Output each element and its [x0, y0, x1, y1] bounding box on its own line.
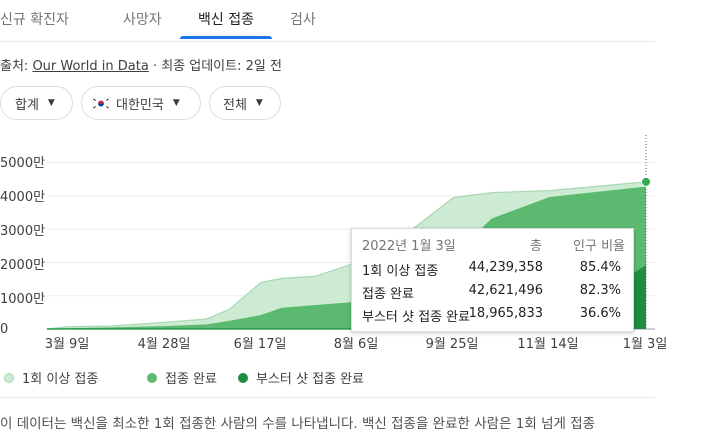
- y-tick-label: 1000만: [0, 292, 46, 307]
- tooltip-row-label: 접종 완료: [362, 287, 414, 302]
- south-korea-flag-icon: [92, 96, 110, 110]
- x-tick-label: 4월 28일: [137, 337, 191, 352]
- source-link[interactable]: Our World in Data: [32, 59, 149, 74]
- active-tab-indicator: [180, 36, 272, 39]
- tooltip-row-ratio: 82.3%: [579, 283, 621, 298]
- tooltip-row-total: 42,621,496: [468, 283, 543, 298]
- tab-bar: 신규 확진자 사망자 백신 접종 검사: [0, 0, 655, 42]
- metric-dropdown[interactable]: 합계 ▼: [0, 86, 73, 120]
- tab-vaccination[interactable]: 백신 접종: [198, 12, 254, 28]
- legend-label: 1회 이상 접종: [22, 372, 99, 387]
- area-first-dose-line: [46, 181, 647, 330]
- tooltip-col-total: 총: [530, 239, 542, 254]
- source-line: 출처: Our World in Data · 최종 업데이트: 2일 전: [0, 55, 282, 74]
- last-updated: · 최종 업데이트: 2일 전: [148, 59, 282, 74]
- tooltip-col-ratio: 인구 비율: [573, 239, 625, 254]
- tooltip-row-total: 44,239,358: [468, 260, 543, 275]
- tooltip-row-ratio: 85.4%: [579, 260, 621, 275]
- country-dropdown[interactable]: 대한민국 ▼: [81, 86, 201, 120]
- legend-item-fully-vaccinated[interactable]: 접종 완료: [147, 368, 217, 387]
- y-tick-label: 5000만: [0, 156, 46, 171]
- caret-down-icon: ▼: [172, 98, 180, 108]
- tab-testing[interactable]: 검사: [290, 12, 316, 28]
- y-tick-label: 0: [0, 322, 9, 337]
- tooltip-date: 2022년 1월 3일: [362, 239, 456, 254]
- x-tick-label: 1월 3일: [622, 337, 668, 352]
- country-dropdown-label: 대한민국: [116, 97, 164, 113]
- caret-down-icon: ▼: [47, 98, 55, 108]
- tab-deaths[interactable]: 사망자: [123, 12, 162, 28]
- y-tick-label: 4000만: [0, 190, 46, 205]
- legend-dot: [147, 372, 157, 383]
- x-tick-label: 6월 17일: [233, 337, 287, 352]
- source-prefix: 출처:: [0, 59, 33, 74]
- legend-label: 접종 완료: [165, 372, 217, 387]
- population-dropdown[interactable]: 전체 ▼: [209, 86, 281, 120]
- tooltip-row-label: 부스터 샷 접종 완료: [362, 310, 471, 325]
- tab-new-cases[interactable]: 신규 확진자: [0, 12, 69, 28]
- hover-point: [641, 176, 651, 187]
- chart-tooltip: 2022년 1월 3일 총 인구 비율 1회 이상 접종 44,239,358 …: [351, 228, 634, 332]
- x-tick-label: 9월 25일: [425, 337, 479, 352]
- legend-item-first-dose[interactable]: 1회 이상 접종: [4, 368, 98, 387]
- tooltip-row-total: 18,965,833: [468, 306, 543, 321]
- legend-item-booster[interactable]: 부스터 샷 접종 완료: [238, 368, 364, 387]
- legend-dot: [4, 372, 14, 383]
- metric-dropdown-label: 합계: [15, 97, 39, 113]
- divider: [0, 397, 655, 398]
- legend-label: 부스터 샷 접종 완료: [256, 372, 365, 387]
- x-tick-label: 8월 6일: [333, 337, 379, 352]
- tooltip-row-label: 1회 이상 접종: [362, 264, 439, 279]
- caret-down-icon: ▼: [255, 98, 263, 108]
- x-tick-label: 3월 9일: [44, 337, 90, 352]
- population-dropdown-label: 전체: [223, 97, 247, 113]
- y-tick-label: 3000만: [0, 224, 46, 239]
- x-tick-label: 11월 14일: [517, 337, 579, 352]
- tooltip-row-ratio: 36.6%: [579, 306, 621, 321]
- footer-description: 이 데이터는 백신을 최소한 1회 접종한 사람의 수를 나타냅니다. 백신 접…: [0, 416, 596, 432]
- legend-dot: [238, 372, 248, 383]
- y-tick-label: 2000만: [0, 258, 46, 273]
